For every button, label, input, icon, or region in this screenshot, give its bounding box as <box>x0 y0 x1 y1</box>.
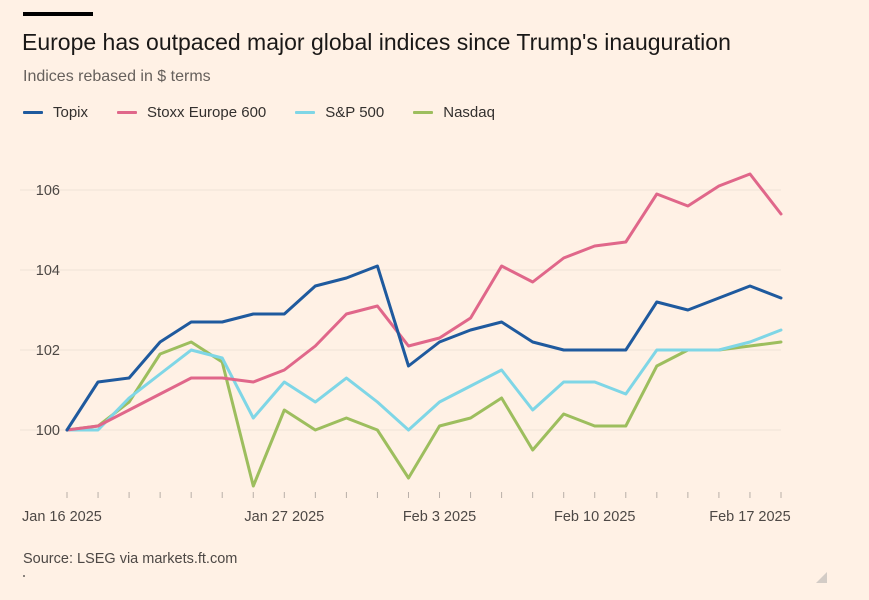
header-accent-bar <box>23 12 93 16</box>
x-tick-label: Feb 10 2025 <box>554 509 635 525</box>
y-tick-label-100: 100 <box>36 423 60 439</box>
gridlines <box>20 189 781 431</box>
legend-swatch-nasdaq <box>413 111 434 114</box>
legend-swatch-sp-500 <box>295 111 316 114</box>
legend: Topix Stoxx Europe 600 S&P 500 Nasdaq <box>23 104 524 121</box>
series-line-s-p-500 <box>65 328 783 432</box>
series-line-stoxx-europe-600 <box>65 172 783 432</box>
legend-swatch-topix <box>23 111 43 114</box>
legend-label-topix: Topix <box>53 104 89 121</box>
y-tick-label-102: 102 <box>36 343 60 359</box>
chart-title: Europe has outpaced major global indices… <box>22 29 731 55</box>
legend-item-topix: Topix <box>23 104 88 121</box>
series-line-nasdaq <box>65 340 783 488</box>
x-tick-label: Jan 16 2025 <box>22 509 102 525</box>
legend-item-stoxx-europe-600: Stoxx Europe 600 <box>117 104 266 121</box>
chart-subtitle: Indices rebased in $ terms <box>23 68 211 85</box>
source-note: Source: LSEG via markets.ft.com <box>23 551 238 567</box>
x-tick-label: Feb 3 2025 <box>403 509 476 525</box>
y-tick-label-104: 104 <box>36 263 60 279</box>
legend-label-sp-500: S&P 500 <box>325 104 385 121</box>
y-tick-label-106: 106 <box>36 183 60 199</box>
series-line-topix <box>65 264 783 432</box>
x-tick-label: Jan 27 2025 <box>244 509 324 525</box>
legend-label-stoxx-europe-600: Stoxx Europe 600 <box>147 104 267 121</box>
y-axis-tick-labels: 100 102 104 106 <box>36 183 60 439</box>
legend-label-nasdaq: Nasdaq <box>443 104 495 121</box>
legend-item-nasdaq: Nasdaq <box>413 104 495 121</box>
x-axis-ticks: Jan 16 2025 Jan 27 2025 Feb 3 2025 Feb 10 2… <box>22 492 791 525</box>
x-tick-label: Feb 17 2025 <box>709 509 790 525</box>
series-lines <box>65 172 783 488</box>
legend-swatch-stoxx-europe-600 <box>117 111 138 114</box>
legend-item-sp-500: S&P 500 <box>295 104 384 121</box>
resize-grip-icon[interactable] <box>816 572 827 583</box>
footer-dot <box>23 575 25 577</box>
